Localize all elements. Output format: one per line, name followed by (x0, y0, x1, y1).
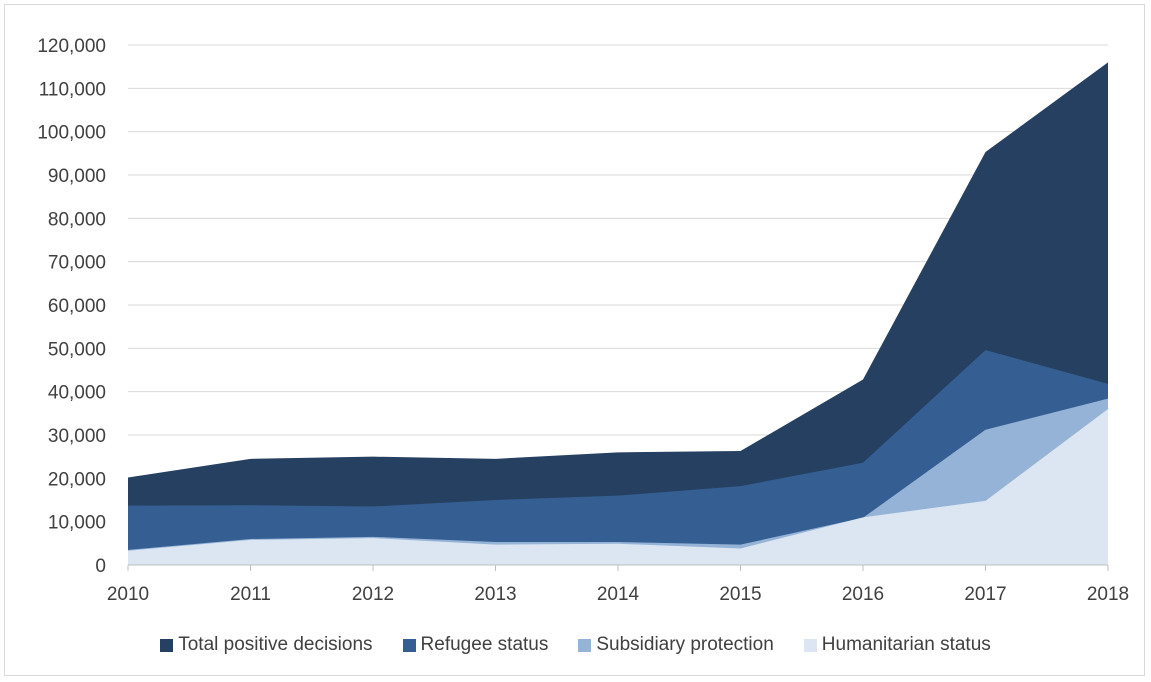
legend-swatch (578, 638, 592, 652)
x-tick-label: 2014 (597, 584, 640, 605)
legend-item: Refugee status (402, 634, 549, 656)
x-tick-label: 2012 (352, 584, 394, 605)
x-tick-label: 2016 (842, 584, 884, 605)
y-tick-label: 10,000 (48, 513, 106, 534)
x-tick-label: 2017 (964, 584, 1006, 605)
legend-swatch (803, 638, 817, 652)
x-tick-labels: 2010 2011 2012 2013 2014 2015 2016 2017 2018 (107, 584, 1129, 605)
y-tick-label: 100,000 (37, 123, 106, 144)
legend-swatch (160, 638, 174, 652)
y-tick-label: 90,000 (48, 166, 106, 187)
x-tick-label: 2013 (474, 584, 516, 605)
y-tick-label: 110,000 (39, 79, 106, 100)
y-tick-label: 0 (95, 556, 106, 577)
legend: Total positive decisions Refugee status Su… (0, 634, 1151, 656)
legend-label: Total positive decisions (178, 634, 373, 655)
x-tick-label: 2011 (230, 584, 271, 605)
y-tick-label: 20,000 (48, 469, 106, 490)
area-total-positive-decisions (128, 62, 1108, 565)
legend-item: Total positive decisions (160, 634, 373, 656)
legend-item: Humanitarian status (803, 634, 991, 656)
y-tick-label: 60,000 (48, 296, 106, 317)
area-humanitarian-status (128, 409, 1108, 565)
y-tick-label: 30,000 (48, 426, 106, 447)
x-tick-label: 2018 (1087, 584, 1129, 605)
area-refugee-status (128, 350, 1108, 565)
legend-item: Subsidiary protection (578, 634, 774, 656)
x-tick-label: 2010 (107, 584, 149, 605)
y-tick-label: 50,000 (48, 339, 106, 360)
series-areas (128, 62, 1108, 565)
y-tick-labels: 0 10,000 20,000 30,000 40,000 50,000 60,000 70,… (37, 36, 106, 577)
legend-swatch (402, 638, 416, 652)
y-tick-label: 120,000 (37, 36, 106, 57)
y-tick-label: 40,000 (48, 383, 106, 404)
legend-label: Subsidiary protection (596, 634, 774, 655)
x-axis (127, 564, 1109, 571)
y-tick-label: 70,000 (48, 253, 106, 274)
legend-label: Refugee status (420, 634, 549, 655)
x-tick-label: 2015 (719, 584, 761, 605)
legend-label: Humanitarian status (821, 634, 991, 655)
y-tick-label: 80,000 (48, 209, 106, 230)
